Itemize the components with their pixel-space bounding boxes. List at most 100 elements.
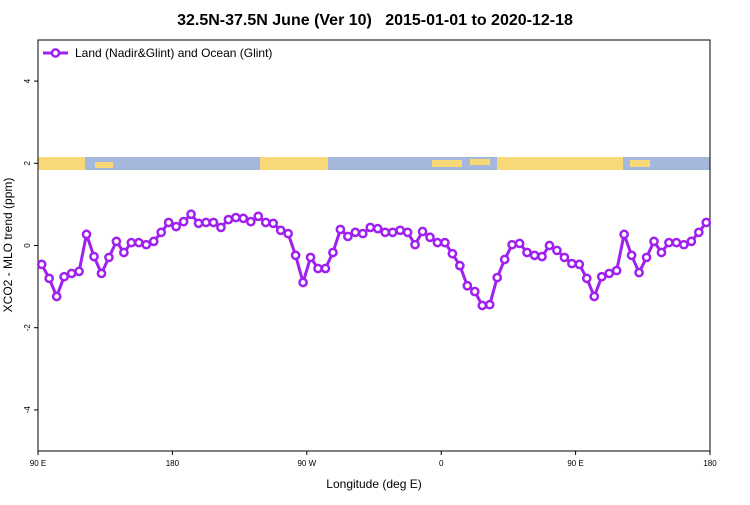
map-strip <box>38 157 710 170</box>
point <box>328 247 338 258</box>
point <box>126 237 137 248</box>
point <box>89 251 99 262</box>
point <box>417 226 428 237</box>
point <box>216 222 226 233</box>
point <box>36 259 47 270</box>
point <box>275 225 286 236</box>
point <box>664 237 674 248</box>
point <box>484 299 495 310</box>
point <box>343 231 353 242</box>
point <box>223 214 234 225</box>
point <box>567 258 577 269</box>
point <box>492 272 503 283</box>
point <box>432 237 443 248</box>
point <box>679 239 689 250</box>
x-tick-label: 90 W <box>297 459 316 468</box>
point <box>298 277 308 288</box>
point <box>74 266 84 277</box>
point <box>693 227 704 238</box>
point <box>626 250 637 261</box>
point <box>425 232 435 243</box>
point <box>462 280 473 291</box>
point <box>283 228 293 239</box>
point <box>537 251 547 262</box>
point <box>365 222 376 233</box>
point <box>574 259 585 270</box>
point <box>469 286 480 297</box>
point <box>171 221 181 232</box>
point <box>619 229 629 240</box>
point <box>350 227 361 238</box>
y-tick-label: 2 <box>23 161 32 166</box>
point <box>59 271 69 282</box>
point <box>148 236 159 247</box>
point <box>596 271 607 282</box>
x-tick-label: 180 <box>703 459 717 468</box>
point <box>260 217 271 228</box>
point <box>156 227 167 238</box>
x-tick-label: 90 E <box>567 459 583 468</box>
point <box>395 225 405 236</box>
point <box>178 216 189 227</box>
point <box>477 300 488 311</box>
x-tick-label: 0 <box>439 459 444 468</box>
point <box>641 252 652 263</box>
point <box>335 224 346 235</box>
point <box>186 209 196 220</box>
point <box>455 260 465 271</box>
point <box>544 240 555 251</box>
x-tick-label: 180 <box>166 459 180 468</box>
point <box>66 268 77 279</box>
point <box>238 213 249 224</box>
point <box>671 237 682 248</box>
point <box>634 267 644 278</box>
point <box>649 236 659 247</box>
point <box>507 239 517 250</box>
point <box>201 217 211 228</box>
point <box>320 263 331 274</box>
chart-title: 32.5N-37.5N June (Ver 10) 2015-01-01 to … <box>177 12 573 29</box>
point <box>290 250 301 261</box>
point <box>253 211 264 222</box>
point <box>268 218 279 229</box>
y-tick-label: -4 <box>23 406 32 414</box>
point <box>447 248 458 259</box>
point <box>193 218 204 229</box>
point <box>380 227 391 238</box>
point <box>44 273 55 284</box>
point <box>119 247 129 258</box>
point <box>111 236 122 247</box>
point <box>141 239 152 250</box>
x-tick-label: 90 E <box>30 459 46 468</box>
point <box>305 252 316 263</box>
point <box>372 223 383 234</box>
series <box>36 209 712 311</box>
point <box>604 268 615 279</box>
point <box>656 247 667 258</box>
point <box>81 229 92 240</box>
point <box>402 227 413 238</box>
point <box>51 291 62 302</box>
point <box>163 217 174 228</box>
point <box>589 291 600 302</box>
point <box>387 227 398 238</box>
point <box>499 254 510 265</box>
y-tick-label: 0 <box>23 243 32 248</box>
point <box>514 238 525 249</box>
point <box>686 236 697 247</box>
point <box>529 250 540 261</box>
point <box>104 252 114 263</box>
point <box>133 237 144 248</box>
point <box>410 239 420 250</box>
point <box>611 265 622 276</box>
point <box>559 252 570 263</box>
point <box>581 273 592 284</box>
point <box>357 228 368 239</box>
point <box>231 212 241 223</box>
point <box>96 268 107 279</box>
point <box>552 245 562 256</box>
x-axis-label: Longitude (deg E) <box>326 477 421 491</box>
legend-label: Land (Nadir&Glint) and Ocean (Glint) <box>75 46 272 60</box>
legend-marker <box>50 48 61 58</box>
